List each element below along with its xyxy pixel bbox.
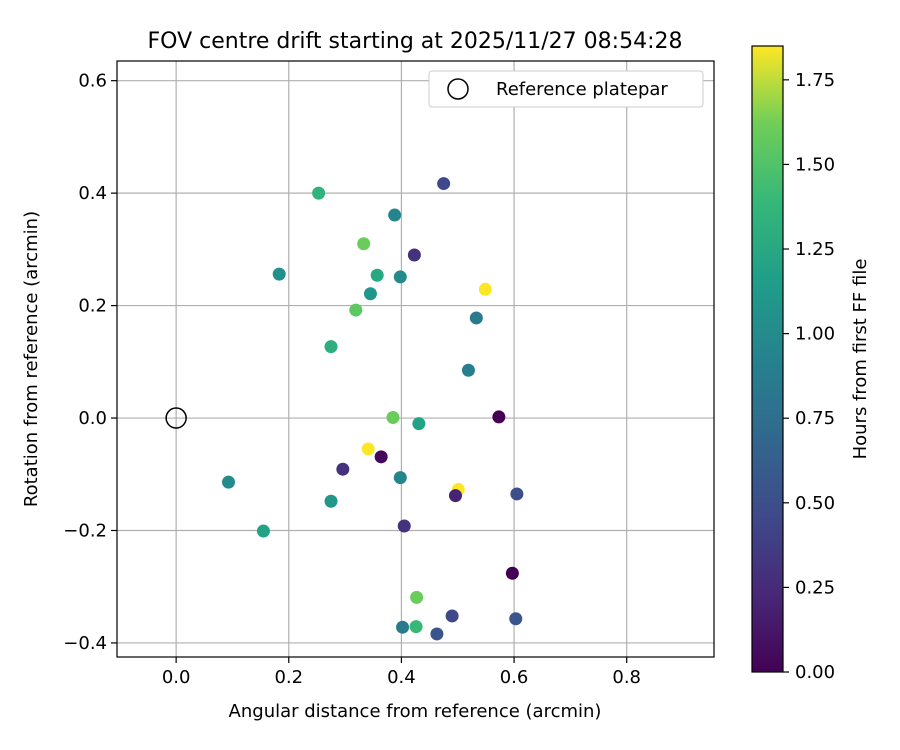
colorbar-tick-label: 0.00: [795, 662, 835, 683]
x-axis-label: Angular distance from reference (arcmin): [229, 701, 602, 722]
y-tick-label: −0.2: [63, 520, 107, 541]
legend-entry-reference-platepar: Reference platepar: [496, 79, 668, 100]
x-tick-label: 0.2: [274, 667, 303, 688]
legend-reference-marker: [447, 78, 469, 100]
data-point: [374, 450, 388, 464]
colorbar-tick-label: 0.25: [795, 577, 835, 598]
data-point: [396, 620, 410, 634]
colorbar: [752, 46, 783, 672]
data-point: [448, 489, 462, 503]
data-point: [393, 471, 407, 485]
data-point: [510, 487, 524, 501]
y-tick-label: 0.2: [78, 296, 107, 317]
data-point: [478, 282, 492, 296]
data-point: [349, 303, 363, 317]
colorbar-tick-label: 0.50: [795, 493, 835, 514]
colorbar-label: Hours from first FF file: [850, 259, 871, 460]
x-tick-label: 0.0: [162, 667, 191, 688]
data-point: [357, 237, 371, 251]
colorbar-tick-label: 1.25: [795, 239, 835, 260]
data-point: [409, 620, 423, 634]
chart-title: FOV centre drift starting at 2025/11/27 …: [148, 29, 683, 54]
colorbar-tick-label: 1.75: [795, 70, 835, 91]
data-point: [437, 177, 451, 191]
y-tick-label: 0.4: [78, 183, 107, 204]
grid-lines: [117, 61, 714, 657]
data-point: [410, 590, 424, 604]
data-point: [222, 475, 236, 489]
data-point: [272, 267, 286, 281]
data-point: [324, 494, 338, 508]
data-point: [407, 248, 421, 262]
data-point: [397, 519, 411, 533]
y-tick-label: 0.0: [78, 408, 107, 429]
data-point: [256, 524, 270, 538]
data-point: [370, 268, 384, 282]
plot-area: [117, 61, 714, 657]
colorbar-tick-label: 0.75: [795, 408, 835, 429]
plot-frame: [116, 60, 715, 658]
data-point: [430, 627, 444, 641]
data-point: [336, 462, 350, 476]
x-tick-label: 0.4: [387, 667, 416, 688]
y-axis-label: Rotation from reference (arcmin): [21, 211, 42, 507]
data-point: [388, 208, 402, 222]
colorbar-tick-label: 1.00: [795, 324, 835, 345]
data-point: [469, 311, 483, 325]
data-point: [324, 340, 338, 354]
data-point: [393, 270, 407, 284]
data-point: [312, 186, 326, 200]
y-tick-label: 0.6: [78, 71, 107, 92]
data-point: [361, 442, 375, 456]
data-point: [492, 410, 506, 424]
data-points: [222, 177, 524, 641]
colorbar-frame: [751, 45, 784, 673]
data-point: [461, 363, 475, 377]
data-point: [386, 410, 400, 424]
reference-platepar-marker: [165, 407, 187, 429]
data-point: [509, 612, 523, 626]
x-axis-ticks: 0.0 0.2 0.4 0.6 0.8: [162, 657, 641, 688]
x-tick-label: 0.8: [612, 667, 641, 688]
y-tick-label: −0.4: [63, 633, 107, 654]
x-tick-label: 0.6: [500, 667, 529, 688]
y-axis-ticks: −0.4 −0.2 0.0 0.2 0.4 0.6: [63, 71, 117, 654]
data-point: [412, 417, 426, 431]
legend: Reference platepar: [428, 70, 704, 108]
data-point: [505, 566, 519, 580]
reference-marker-layer: [165, 407, 187, 429]
data-point: [445, 609, 459, 623]
colorbar-tick-label: 1.50: [795, 154, 835, 175]
data-point: [363, 287, 377, 301]
colorbar-ticks: 0.00 0.25 0.50 0.75 1.00 1.25 1.50 1.75: [783, 70, 835, 683]
legend-box: [428, 70, 704, 108]
